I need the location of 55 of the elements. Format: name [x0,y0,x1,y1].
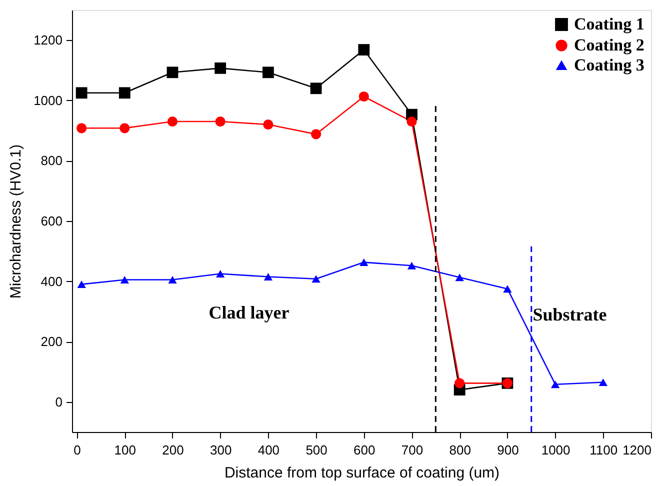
legend-label: Coating 1 [574,14,644,34]
point [120,276,129,284]
point [118,87,130,99]
x-tick-label: 200 [162,442,184,458]
point [77,280,86,288]
y-tick-label: 400 [40,274,62,289]
x-tick-label: 1000 [541,442,570,458]
point [310,129,322,140]
x-tick-label: 1200 [622,442,652,458]
y-tick-label: 0 [55,394,62,410]
point [358,91,369,102]
x-tick-label: 100 [114,442,136,458]
point [407,262,416,270]
y-tick-label: 800 [40,153,62,168]
point [76,87,88,99]
y-tick-label: 600 [40,214,62,228]
point [360,258,368,266]
point [214,62,226,74]
point [406,116,417,127]
point [598,378,608,386]
y-tick-label: 200 [40,334,62,350]
point [263,119,274,130]
point [264,273,273,281]
point [310,82,322,94]
x-tick-label: 800 [449,442,471,458]
x-tick-label: 0 [74,442,81,458]
point [216,270,225,278]
point [312,275,320,283]
point [454,378,465,388]
x-axis-title: Distance from top surface of coating (um) [224,464,500,482]
x-tick-label: 1100 [590,442,618,458]
point [550,380,560,388]
point [455,274,464,282]
annotation: Clad layer [208,302,290,322]
x-tick-label: 500 [306,442,328,458]
point [120,123,130,134]
point [168,276,177,284]
point [262,66,274,78]
point [76,123,87,134]
x-tick-label: 400 [258,442,280,458]
y-tick-label: 1000 [34,92,62,108]
point [215,116,226,127]
legend-label: Coating 3 [574,56,644,74]
point [503,285,512,293]
x-tick-label: 300 [210,442,232,458]
x-tick-label: 700 [401,442,424,458]
annotation: Substrate [532,304,607,324]
y-axis-title: Microhardness (HV0.1) [8,144,25,299]
point [166,66,178,78]
legend-label: Coating 2 [574,36,644,54]
point [167,116,178,127]
point [358,44,370,56]
x-tick-label: 600 [354,442,376,458]
y-tick-label: 1200 [34,32,62,48]
x-tick-label: 900 [497,442,519,458]
